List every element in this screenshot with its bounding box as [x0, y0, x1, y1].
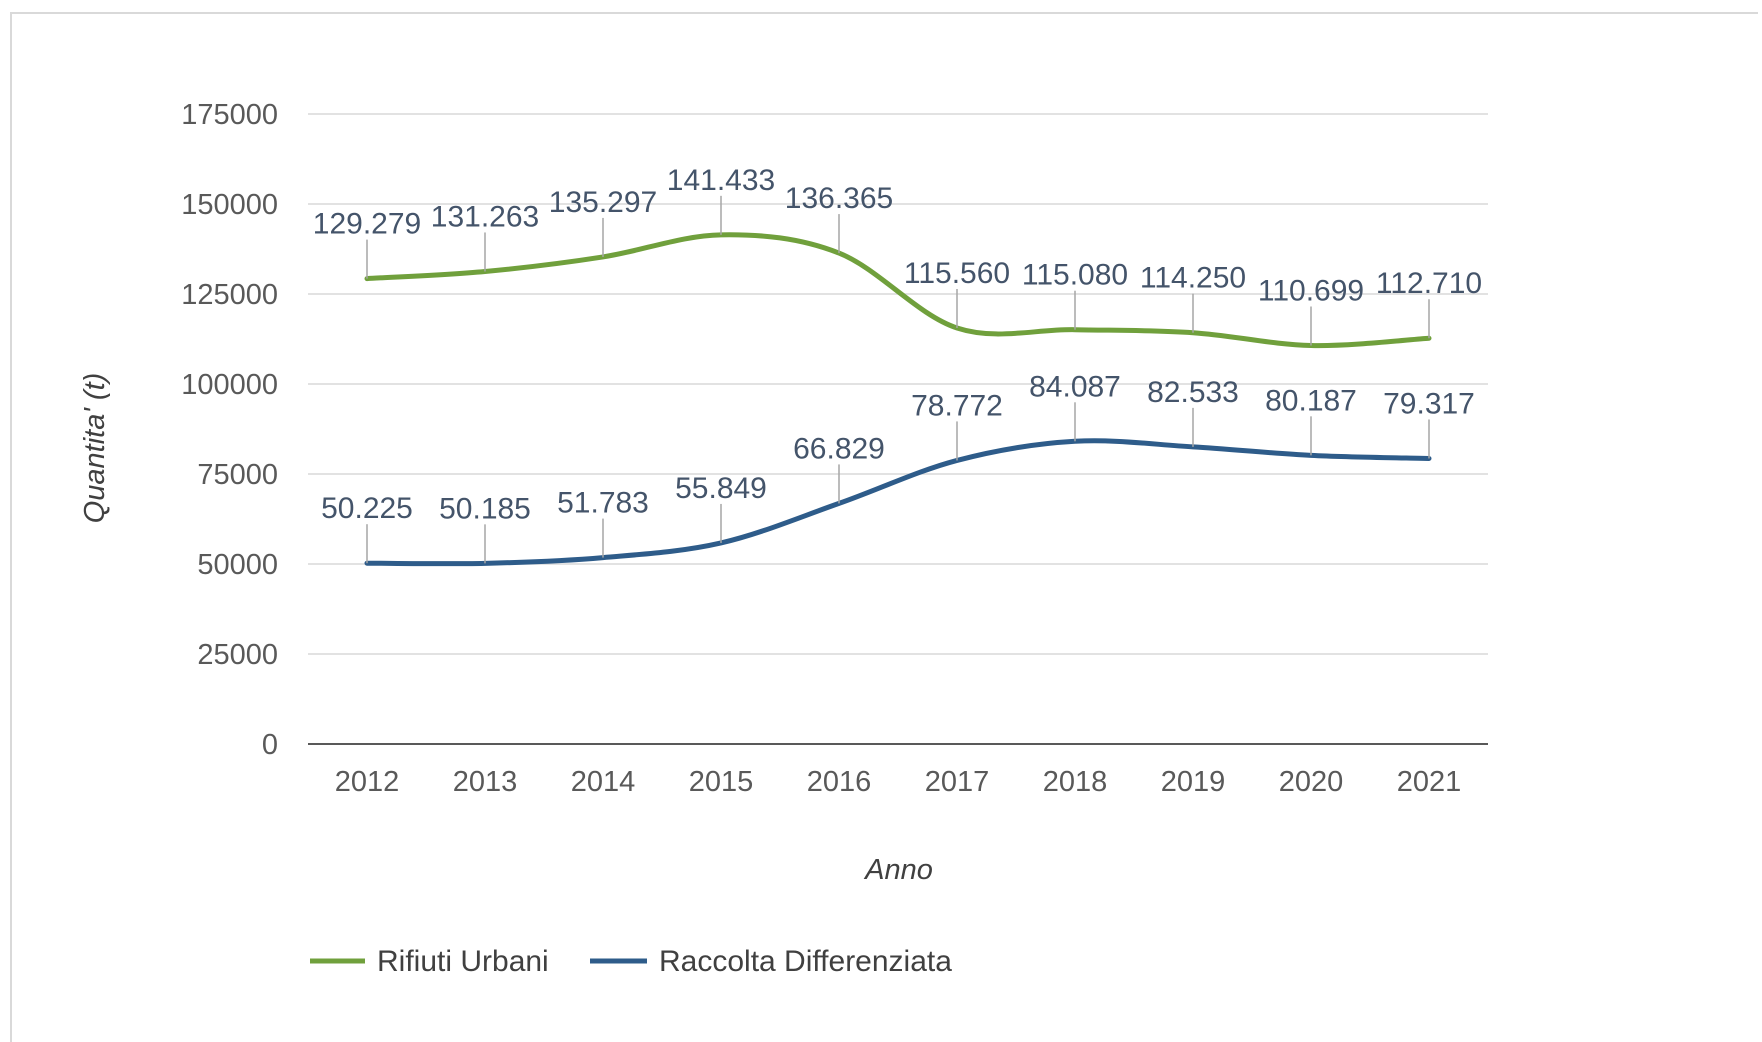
- y-axis-title: Quantita' (t): [79, 373, 111, 524]
- data-label-rifiuti-urbani-2012: 129.279: [313, 208, 421, 241]
- x-tick-label-2020: 2020: [1279, 766, 1344, 798]
- y-tick-label-125000: 125000: [181, 279, 278, 311]
- legend: Rifiuti Urbani Raccolta Differenziata: [310, 945, 952, 978]
- x-tick-label-2014: 2014: [571, 766, 636, 798]
- data-label-raccolta-differenziata-2012: 50.225: [321, 492, 413, 525]
- data-label-rifiuti-urbani-2016: 136.365: [785, 182, 893, 215]
- x-tick-label-2017: 2017: [925, 766, 990, 798]
- y-tick-label-75000: 75000: [197, 459, 278, 491]
- legend-label-raccolta-differenziata: Raccolta Differenziata: [659, 945, 952, 978]
- y-tick-label-50000: 50000: [197, 549, 278, 581]
- y-tick-label-0: 0: [262, 729, 278, 761]
- x-axis-title: Anno: [863, 854, 933, 886]
- x-tick-label-2012: 2012: [335, 766, 400, 798]
- legend-item-raccolta-differenziata: Raccolta Differenziata: [590, 945, 952, 978]
- x-tick-label-2021: 2021: [1397, 766, 1462, 798]
- data-label-raccolta-differenziata-2020: 80.187: [1265, 384, 1357, 417]
- data-label-rifiuti-urbani-2018: 115.080: [1022, 259, 1128, 292]
- x-tick-label-2015: 2015: [689, 766, 754, 798]
- x-axis: 2012 2013 2014 2015 2016 2017 2018 2019 2020 2021: [308, 744, 1488, 798]
- y-axis: 0 25000 50000 75000 100000 125000 150000 175000: [181, 99, 278, 761]
- data-label-raccolta-differenziata-2016: 66.829: [793, 432, 885, 465]
- y-tick-label-150000: 150000: [181, 189, 278, 221]
- y-tick-label-175000: 175000: [181, 99, 278, 131]
- data-label-raccolta-differenziata-2013: 50.185: [439, 492, 531, 525]
- data-label-raccolta-differenziata-2021: 79.317: [1383, 387, 1475, 420]
- data-label-raccolta-differenziata-2015: 55.849: [675, 472, 767, 505]
- data-label-rifiuti-urbani-2021: 112.710: [1376, 267, 1482, 300]
- data-label-rifiuti-urbani-2019: 114.250: [1140, 262, 1246, 295]
- data-label-raccolta-differenziata-2017: 78.772: [911, 389, 1003, 422]
- data-label-raccolta-differenziata-2014: 51.783: [557, 487, 649, 520]
- data-label-rifiuti-urbani-2020: 110.699: [1258, 274, 1364, 307]
- data-label-raccolta-differenziata-2018: 84.087: [1029, 370, 1121, 403]
- data-label-rifiuti-urbani-2014: 135.297: [549, 186, 657, 219]
- data-label-rifiuti-urbani-2015: 141.433: [667, 164, 775, 197]
- x-tick-label-2019: 2019: [1161, 766, 1226, 798]
- x-tick-label-2013: 2013: [453, 766, 518, 798]
- y-tick-label-25000: 25000: [197, 639, 278, 671]
- data-labels: 129.279 131.263 135.297 141.433 136.365 115.5…: [313, 164, 1482, 563]
- x-tick-label-2018: 2018: [1043, 766, 1108, 798]
- legend-item-rifiuti-urbani: Rifiuti Urbani: [310, 945, 549, 978]
- data-label-rifiuti-urbani-2017: 115.560: [904, 257, 1010, 290]
- x-tick-label-2016: 2016: [807, 766, 872, 798]
- y-tick-label-100000: 100000: [181, 369, 278, 401]
- data-label-rifiuti-urbani-2013: 131.263: [431, 200, 539, 233]
- legend-label-rifiuti-urbani: Rifiuti Urbani: [377, 945, 549, 978]
- data-label-raccolta-differenziata-2019: 82.533: [1147, 376, 1239, 409]
